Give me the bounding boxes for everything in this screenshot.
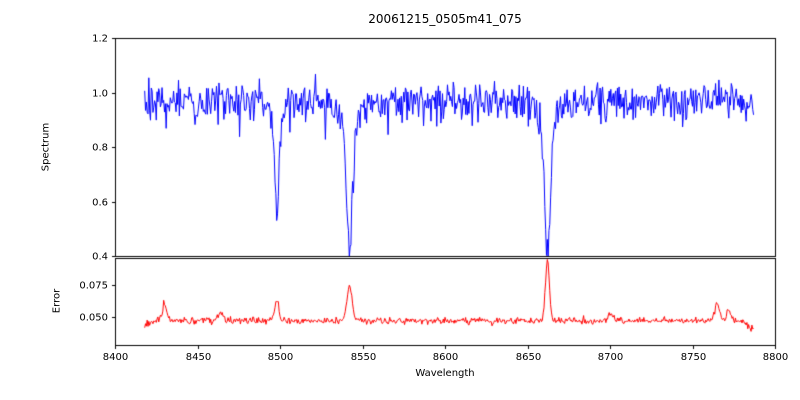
y-tick-label: 0.075: [79, 280, 108, 291]
y-tick-label: 0.050: [79, 312, 108, 323]
x-tick-label: 8700: [597, 352, 624, 363]
x-tick-label: 8750: [680, 352, 707, 363]
x-tick-label: 8600: [432, 352, 459, 363]
x-axis-label: Wavelength: [415, 368, 475, 379]
x-tick-label: 8400: [102, 352, 129, 363]
x-tick-label: 8800: [762, 352, 789, 363]
y-axis-label-error: Error: [51, 288, 63, 314]
y-tick-label: 1.2: [92, 33, 108, 44]
y-tick-label: 0.8: [92, 142, 108, 153]
y-tick-label: 1.0: [92, 88, 108, 99]
y-tick-label: 0.4: [92, 251, 108, 262]
x-tick-label: 8450: [185, 352, 212, 363]
x-tick-label: 8650: [515, 352, 542, 363]
x-tick-label: 8500: [267, 352, 294, 363]
y-axis-label-spectrum: Spectrum: [40, 122, 52, 172]
x-tick-label: 8550: [350, 352, 377, 363]
chart-title: 20061215_0505m41_075: [368, 12, 522, 26]
y-tick-label: 0.6: [92, 197, 108, 208]
